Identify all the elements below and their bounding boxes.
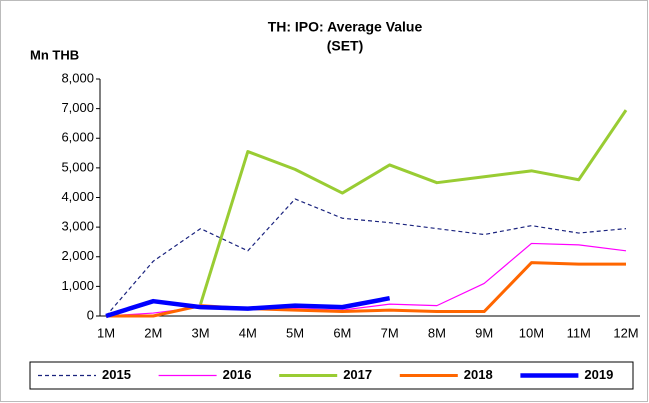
y-tick-label: 3,000 <box>61 219 94 234</box>
chart-subtitle: (SET) <box>327 38 364 54</box>
series-line <box>105 198 627 317</box>
x-tick-label: 7M <box>381 325 399 340</box>
x-tick-label: 11M <box>567 325 591 340</box>
x-tick-label: 5M <box>286 325 304 340</box>
y-tick-label: 6,000 <box>61 130 94 145</box>
chart-title: TH: IPO: Average Value <box>268 19 423 35</box>
series-line <box>105 296 391 319</box>
x-tick-label: 2M <box>144 325 162 340</box>
series-line <box>199 109 628 305</box>
y-tick-label: 5,000 <box>61 159 94 174</box>
legend-box <box>29 361 634 390</box>
x-tick-label: 4M <box>239 325 257 340</box>
x-tick-label: 6M <box>333 325 351 340</box>
y-tick-label: 2,000 <box>61 248 94 263</box>
x-tick-label: 3M <box>192 325 210 340</box>
y-axis-label: Mn THB <box>30 47 79 62</box>
y-tick-label: 4,000 <box>61 189 94 204</box>
y-tick-label: 1,000 <box>61 278 94 293</box>
legend-label: 2016 <box>223 367 252 382</box>
x-tick-label: 10M <box>519 325 544 340</box>
x-tick-label: 1M <box>97 325 115 340</box>
legend-label: 2017 <box>343 367 372 382</box>
y-tick-label: 8,000 <box>61 70 94 85</box>
x-tick-label: 12M <box>613 325 638 340</box>
x-tick-label: 9M <box>475 325 493 340</box>
x-tick-label: 8M <box>428 325 446 340</box>
y-tick-label: 0 <box>87 307 94 322</box>
legend-label: 2015 <box>102 367 131 382</box>
legend-label: 2018 <box>464 367 493 382</box>
y-tick-label: 7,000 <box>61 100 94 115</box>
legend-label: 2019 <box>584 367 613 382</box>
